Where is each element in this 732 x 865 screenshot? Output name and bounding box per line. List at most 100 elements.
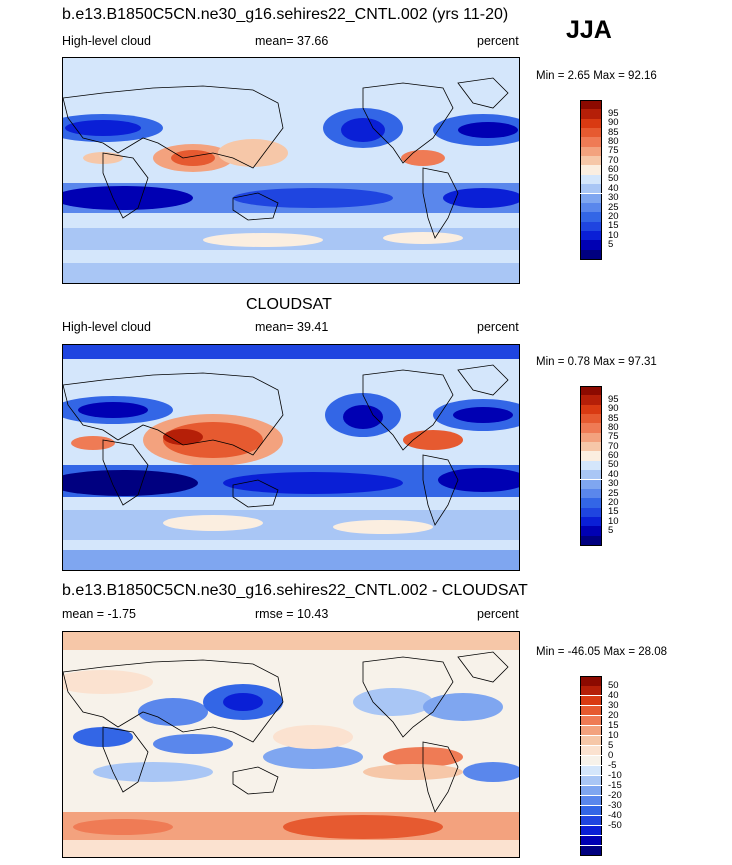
panel1-colorbar-box: [580, 174, 602, 185]
panel1-colorbar-label: 50: [608, 173, 619, 185]
panel3-colorbar-label: 10: [608, 730, 619, 741]
panel2-colorbar-box: [580, 442, 602, 452]
panel1-colorbar-box: [580, 184, 602, 194]
panel1-colorbar-label: 10: [608, 229, 619, 241]
panel3-colorbar-box: [580, 696, 602, 706]
panel1-colorbar-box: [580, 118, 602, 129]
panel2-colorbar-box: [580, 526, 602, 536]
panel1-colorbar-label: 20: [608, 210, 619, 222]
panel1-colorbar-box: [580, 230, 602, 241]
panel1-colorbar-box: [580, 212, 602, 222]
panel3-colorbar-box: [580, 786, 602, 796]
panel3-rmse-label: rmse = 10.43: [255, 607, 329, 621]
panel3-colorbar-box: [580, 776, 602, 786]
panel1-colorbar-box: [580, 137, 602, 147]
panel3-colorbar-box: [580, 826, 602, 836]
panel1-colorbar-label: 75: [608, 145, 619, 157]
panel3-colorbar-label: -10: [608, 770, 622, 781]
panel3-colorbar-box: [580, 816, 602, 826]
panel1-units-label: percent: [477, 34, 519, 48]
panel3-colorbar-label: -30: [608, 800, 622, 811]
panel3-colorbar-label: 0: [608, 750, 614, 761]
panel1-map: [62, 57, 520, 284]
panel2-colorbar-box: [580, 479, 602, 489]
panel1-colorbar-label: 70: [608, 154, 619, 166]
panel3-colorbar-box: [580, 676, 602, 687]
panel1-minmax: Min = 2.65 Max = 92.16: [536, 70, 657, 82]
panel2-colorbar-label: 10: [608, 515, 619, 527]
panel1-colorbar-box: [580, 202, 602, 213]
panel3-minmax: Min = -46.05 Max = 28.08: [536, 646, 668, 658]
panel3-colorbar-label: 5: [608, 740, 614, 751]
panel2-title: CLOUDSAT: [246, 296, 332, 313]
panel3-units-label: percent: [477, 607, 519, 621]
panel3-colorbar-box: [580, 846, 602, 857]
panel3-colorbar-label: 20: [608, 710, 619, 721]
panel1-mean-label: mean= 37.66: [255, 34, 329, 48]
panel3-map: [62, 631, 520, 858]
panel3-colorbar-box: [580, 836, 602, 846]
panel1-colorbar-label: 25: [608, 201, 619, 213]
panel1-colorbar-box: [580, 156, 602, 166]
panel3-colorbar-box: [580, 726, 602, 736]
panel1-colorbar-label: 85: [608, 126, 619, 138]
panel2-colorbar-label: 80: [608, 422, 619, 434]
panel2-colorbar-label: 50: [608, 459, 619, 471]
panel1-colorbar-box: [580, 193, 602, 203]
panel3-colorbar-box: [580, 746, 602, 756]
panel2-colorbar-box: [580, 535, 602, 546]
panel1-colorbar-box: [580, 146, 602, 157]
panel2-colorbar-label: 15: [608, 506, 619, 518]
panel1-colorbar-box: [580, 165, 602, 175]
panel2-colorbar-label: 70: [608, 440, 619, 452]
panel2-colorbar-box: [580, 498, 602, 508]
panel3-colorbar-box: [580, 766, 602, 776]
panel2-mean-label: mean= 39.41: [255, 320, 329, 334]
panel2-colorbar-box: [580, 432, 602, 443]
panel1-colorbar-label: 60: [608, 164, 619, 176]
panel3-colorbar-label: -40: [608, 810, 622, 821]
panel1-colorbar-box: [580, 128, 602, 138]
season-label: JJA: [566, 16, 612, 44]
panel3-colorbar-box: [580, 686, 602, 696]
panel3-colorbar-box: [580, 796, 602, 806]
panel1-colorbar-label: 40: [608, 182, 619, 194]
panel2-colorbar-box: [580, 451, 602, 461]
panel1-colorbar-label: 15: [608, 220, 619, 232]
panel2-colorbar-label: 30: [608, 478, 619, 490]
panel3-colorbar-label: -15: [608, 780, 622, 791]
panel3-colorbar-label: 40: [608, 690, 619, 701]
panel3-colorbar-label: 30: [608, 700, 619, 711]
panel3-colorbar-box: [580, 716, 602, 726]
panel3-colorbar-box: [580, 736, 602, 746]
panel2-colorbar-box: [580, 395, 602, 405]
panel2-colorbar-box: [580, 404, 602, 415]
panel1-variable-label: High-level cloud: [62, 34, 151, 48]
panel2-colorbar-box: [580, 414, 602, 424]
panel2-minmax: Min = 0.78 Max = 97.31: [536, 356, 657, 368]
panel2-units-label: percent: [477, 320, 519, 334]
panel3-colorbar-label: 50: [608, 680, 619, 691]
panel3-title: b.e13.B1850C5CN.ne30_g16.sehires22_CNTL.…: [62, 582, 528, 599]
panel3-colorbar-box: [580, 706, 602, 716]
panel3-mean-label: mean = -1.75: [62, 607, 137, 621]
panel2-colorbar-label: 90: [608, 403, 619, 415]
panel3-colorbar-label: -5: [608, 760, 617, 771]
panel1-colorbar-box: [580, 100, 602, 111]
panel1-colorbar-label: 30: [608, 192, 619, 204]
panel2-variable-label: High-level cloud: [62, 320, 151, 334]
panel2-colorbar-label: 60: [608, 450, 619, 462]
panel2-map: [62, 344, 520, 571]
panel2-colorbar-box: [580, 386, 602, 397]
panel2-colorbar-label: 75: [608, 431, 619, 443]
panel2-colorbar-label: 40: [608, 468, 619, 480]
panel1-colorbar-label: 95: [608, 108, 619, 119]
panel2-colorbar-label: 95: [608, 394, 619, 405]
panel3-colorbar-label: -50: [608, 820, 622, 831]
panel3-colorbar-box: [580, 806, 602, 816]
panel2-colorbar-label: 5: [608, 524, 614, 536]
panel1-colorbar-label: 90: [608, 117, 619, 129]
panel2-colorbar-box: [580, 488, 602, 499]
panel2-colorbar-label: 85: [608, 412, 619, 424]
panel2-colorbar-box: [580, 423, 602, 433]
